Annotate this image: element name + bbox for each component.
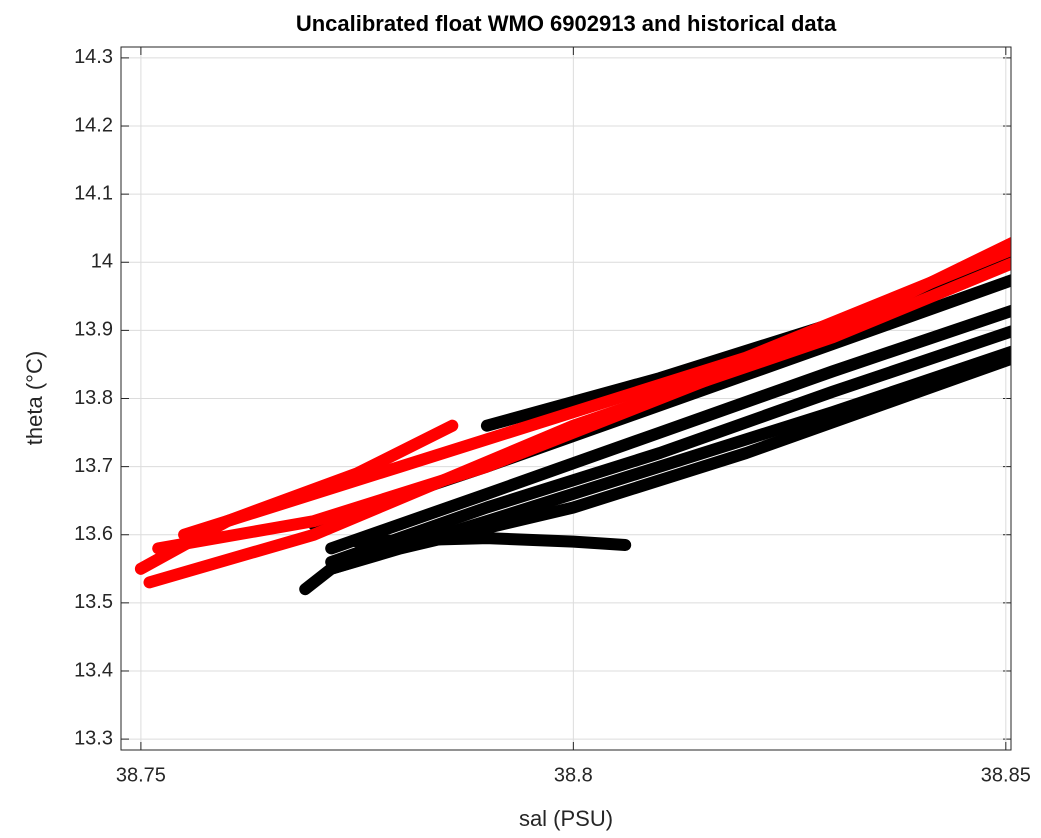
- chart-title: Uncalibrated float WMO 6902913 and histo…: [296, 11, 837, 36]
- x-tick-label: 38.8: [554, 764, 593, 786]
- y-tick-label: 13.9: [74, 319, 113, 341]
- y-tick-label: 13.6: [74, 523, 113, 545]
- y-tick-label: 14.2: [74, 114, 113, 136]
- data-line: [325, 325, 1011, 568]
- y-tick-label: 13.4: [74, 659, 113, 681]
- x-tick-label: 38.75: [116, 764, 166, 786]
- x-axis-label: sal (PSU): [519, 806, 613, 831]
- y-tick-label: 13.7: [74, 455, 113, 477]
- data-line: [325, 304, 1011, 555]
- y-tick-label: 14.3: [74, 46, 113, 68]
- data-line: [299, 352, 1011, 596]
- y-tick-label: 13.5: [74, 591, 113, 613]
- y-tick-label: 13.3: [74, 727, 113, 749]
- y-tick-label: 13.8: [74, 387, 113, 409]
- y-tick-label: 14: [91, 251, 113, 273]
- y-axis-label: theta (°C): [22, 351, 47, 445]
- plot-frame: [120, 46, 1012, 751]
- data-line: [143, 257, 1011, 589]
- x-tick-label: 38.85: [981, 764, 1031, 786]
- data-line: [178, 243, 1011, 541]
- y-tick-label: 14.1: [74, 182, 113, 204]
